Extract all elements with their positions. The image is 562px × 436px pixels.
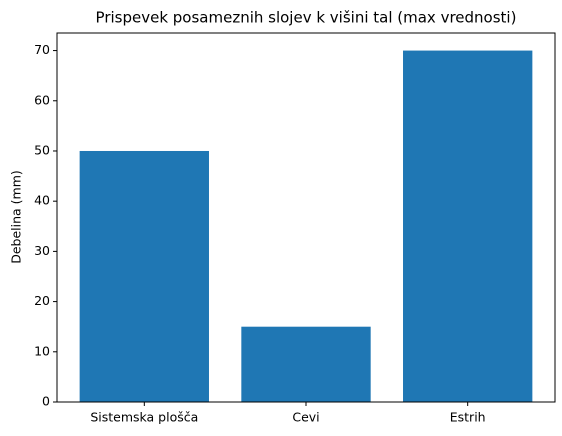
x-tick-label: Sistemska plošča	[90, 410, 198, 425]
y-tick-label: 50	[34, 142, 50, 157]
bar	[241, 326, 371, 402]
y-tick-label: 70	[34, 42, 50, 57]
chart-title: Prispevek posameznih slojev k višini tal…	[96, 9, 517, 27]
y-tick-label: 40	[34, 193, 50, 208]
x-tick-label: Estrih	[450, 410, 486, 425]
y-tick-label: 10	[34, 343, 50, 358]
y-tick-label: 20	[34, 293, 50, 308]
bar	[79, 150, 209, 402]
plot-frame	[56, 32, 556, 403]
y-tick-label: 0	[42, 394, 50, 409]
x-tick-label: Cevi	[292, 410, 319, 425]
y-axis-label: Debelina (mm)	[9, 170, 24, 264]
y-tick-label: 60	[34, 92, 50, 107]
y-tick-label: 30	[34, 243, 50, 258]
bar	[403, 50, 533, 402]
